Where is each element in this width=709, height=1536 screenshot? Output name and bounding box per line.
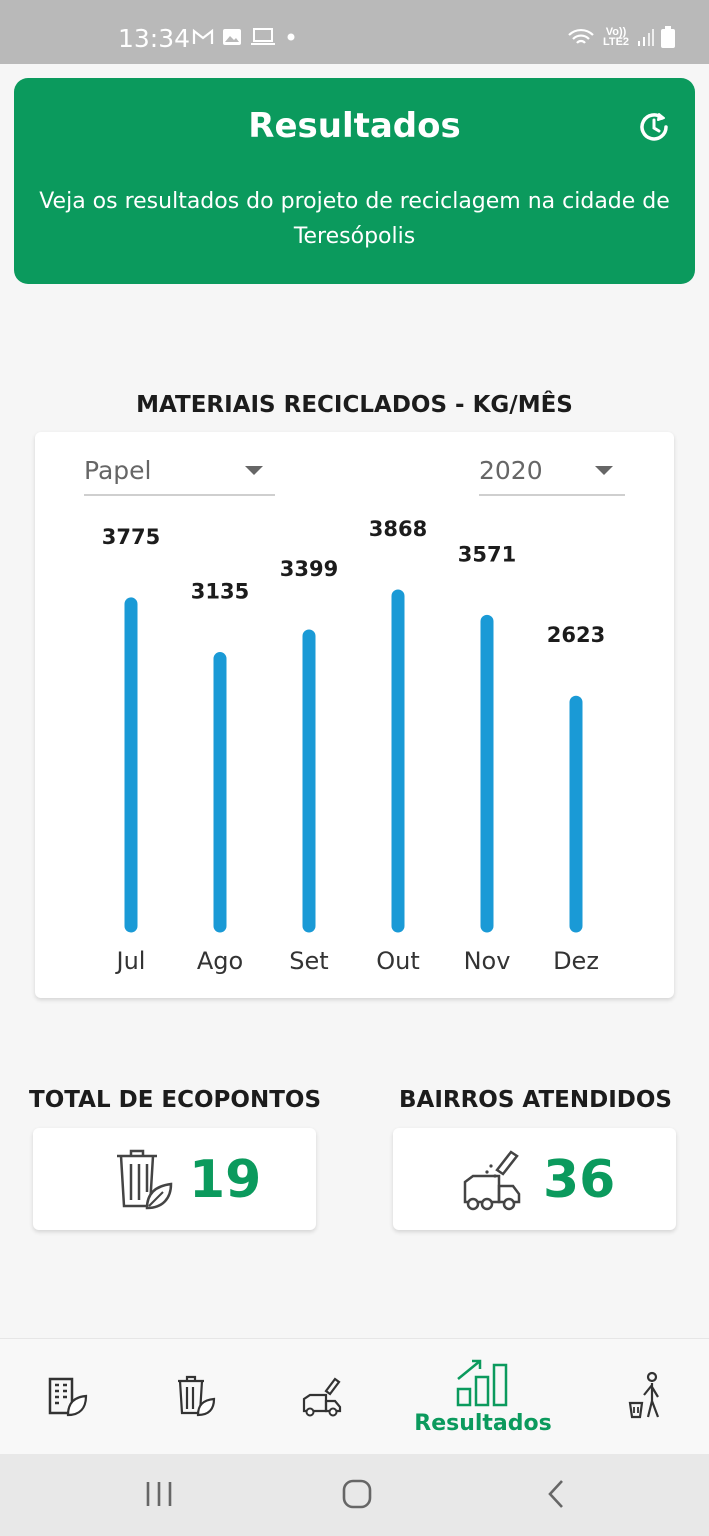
chart-data-label: 3571: [458, 542, 516, 566]
person-recycling-icon: [628, 1371, 660, 1419]
image-icon: [223, 29, 241, 45]
stat-card-bairros: 36: [393, 1128, 676, 1230]
garbage-truck-icon: [302, 1377, 342, 1417]
dot-icon: [287, 33, 295, 41]
nav-item-bairros[interactable]: [278, 1339, 368, 1455]
nav-label-resultados: Resultados: [414, 1411, 552, 1436]
page-subtitle: Veja os resultados do projeto de recicla…: [39, 189, 670, 249]
recycle-bin-leaf-icon: [117, 1149, 173, 1210]
material-select[interactable]: Papel: [84, 432, 275, 496]
chevron-down-icon: [595, 466, 613, 475]
refresh-clock-icon[interactable]: [637, 110, 671, 144]
results-header: Resultados Veja os resultados do projeto…: [14, 78, 695, 284]
chevron-down-icon: [245, 466, 263, 475]
chart-x-tick-label: Set: [289, 947, 328, 975]
status-bar: 13:34 Vo)) LTE2: [0, 0, 709, 64]
gmail-icon: [192, 28, 214, 44]
material-select-value: Papel: [84, 456, 152, 485]
chart-card: Papel 2020 3775 Jul 3135 Ago 3399 Set 3868 Out 3…: [35, 432, 674, 998]
recents-icon[interactable]: [144, 1478, 174, 1510]
year-select-value: 2020: [479, 456, 543, 485]
stat-value-bairros: 36: [543, 1150, 616, 1210]
growth-chart-icon: [456, 1359, 508, 1407]
nav-item-ecopontos[interactable]: [150, 1339, 240, 1455]
chart-data-label: 2623: [547, 623, 605, 647]
chart-x-tick-label: Nov: [464, 947, 511, 975]
year-select[interactable]: 2020: [479, 432, 625, 496]
garbage-truck-icon: [463, 1150, 521, 1211]
chart-section-title: MATERIAIS RECICLADOS - KG/MÊS: [136, 392, 573, 418]
system-navigation-bar: [0, 1454, 709, 1536]
chart-x-tick-label: Out: [376, 947, 420, 975]
nav-item-resultados[interactable]: Resultados: [406, 1339, 560, 1455]
network-label: Vo)) LTE2: [602, 26, 630, 48]
chart-x-tick-label: Jul: [115, 947, 146, 975]
stat-label-ecopontos: TOTAL DE ECOPONTOS: [29, 1087, 322, 1113]
bar-chart: 3775 Jul 3135 Ago 3399 Set 3868 Out 3571 Nov 2623 D…: [102, 517, 605, 975]
stat-label-bairros: BAIRROS ATENDIDOS: [399, 1087, 672, 1113]
laptop-icon: [251, 28, 275, 45]
back-icon[interactable]: [544, 1478, 568, 1510]
recycle-bin-leaf-icon: [178, 1375, 216, 1417]
nav-item-recycling-person[interactable]: [600, 1339, 690, 1455]
signal-icon: [638, 29, 654, 46]
page-title: Resultados: [248, 106, 461, 146]
city-building-icon: [48, 1377, 88, 1417]
wifi-icon: [568, 28, 594, 44]
chart-data-label: 3868: [369, 517, 427, 541]
battery-icon: [661, 26, 675, 48]
chart-data-label: 3399: [280, 557, 338, 581]
stat-card-ecopontos: 19: [33, 1128, 316, 1230]
chart-data-label: 3135: [191, 580, 249, 604]
bottom-navigation: Resultados: [0, 1338, 709, 1454]
stat-value-ecopontos: 19: [189, 1150, 262, 1210]
chart-x-tick-label: Dez: [553, 947, 599, 975]
chart-x-tick-label: Ago: [197, 947, 243, 975]
chart-data-label: 3775: [102, 525, 160, 549]
home-icon[interactable]: [341, 1478, 373, 1510]
nav-item-city[interactable]: [22, 1339, 112, 1455]
status-time: 13:34: [118, 24, 191, 53]
